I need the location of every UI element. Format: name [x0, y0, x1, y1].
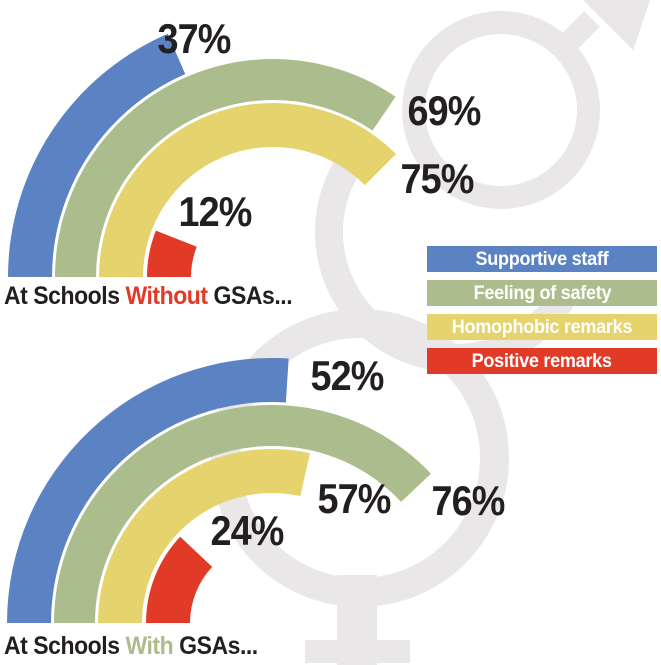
value-label-without-supportive-staff: 37%	[157, 15, 232, 62]
value-label-with-positive-remarks: 24%	[210, 507, 285, 554]
mars-symbol-ring-icon	[402, 11, 600, 209]
value-label-with-feeling-of-safety: 76%	[431, 477, 506, 524]
arc-without-gsas-yellow	[99, 102, 397, 277]
legend-label: Positive remarks	[472, 350, 612, 372]
arc-with-gsas-green	[54, 404, 431, 623]
arc-with-gsas-red	[146, 536, 213, 623]
title-emphasis-with: With	[125, 632, 174, 660]
chart-title-with-gsas: At Schools With GSAs...	[4, 634, 258, 659]
value-label-without-homophobic-remarks: 75%	[400, 155, 475, 202]
chart-title-without-gsas: At Schools Without GSAs...	[4, 282, 293, 310]
mars-arrow-head-icon	[582, 0, 651, 51]
legend-label: Feeling of safety	[473, 282, 611, 304]
gauge-arcs-with-gsas	[7, 357, 431, 623]
legend-label: Supportive staff	[475, 248, 609, 270]
gauge-arcs-without-gsas	[8, 33, 397, 277]
title-prefix: At Schools	[4, 632, 126, 660]
title-suffix: GSAs...	[173, 632, 258, 660]
title-emphasis-without: Without	[125, 282, 208, 310]
arc-without-gsas-green	[55, 59, 396, 277]
title-suffix: GSAs...	[207, 282, 293, 310]
value-label-without-feeling-of-safety: 69%	[407, 87, 482, 134]
legend-item-homophobic-remarks: Homophobic remarks	[427, 314, 657, 340]
legend-item-supportive-staff: Supportive staff	[427, 246, 657, 272]
legend-item-positive-remarks: Positive remarks	[427, 348, 657, 374]
arc-without-gsas-blue	[8, 33, 186, 277]
legend-label: Homophobic remarks	[451, 316, 633, 338]
arc-with-gsas-yellow	[98, 448, 310, 623]
mars-arrow-shaft-icon	[553, 11, 600, 58]
arc-with-gsas-blue	[7, 357, 289, 623]
value-label-with-homophobic-remarks: 57%	[317, 475, 392, 522]
legend-item-feeling-of-safety: Feeling of safety	[427, 280, 657, 306]
value-label-with-supportive-staff: 52%	[310, 352, 385, 399]
legend: Supportive staff Feeling of safety Homop…	[427, 246, 657, 382]
value-label-without-positive-remarks: 12%	[178, 188, 253, 235]
venus-cross-bar-icon	[305, 640, 410, 663]
title-prefix: At Schools	[4, 282, 126, 310]
arc-without-gsas-red	[147, 230, 197, 277]
